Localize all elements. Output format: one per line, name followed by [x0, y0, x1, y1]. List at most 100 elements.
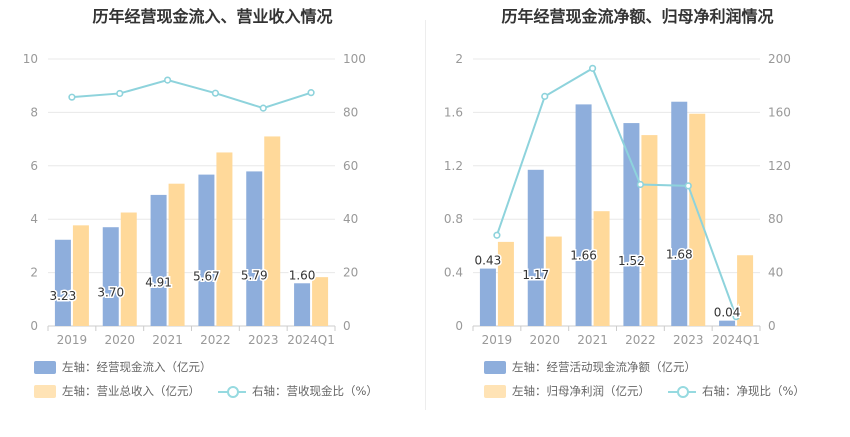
left-axis-tick-label: 2 — [30, 266, 38, 280]
right-axis-tick-label: 80 — [343, 105, 358, 119]
legend-swatch-orange — [34, 384, 56, 398]
right-axis-tick-label: 40 — [768, 266, 783, 280]
bar-secondary — [689, 113, 706, 326]
left-axis-tick-label: 0.8 — [444, 212, 463, 226]
bar-secondary — [72, 225, 89, 326]
bar-data-label: 5.79 — [241, 269, 268, 283]
x-axis-tick-label: 2019 — [57, 333, 88, 347]
x-axis-tick-label: 2020 — [104, 333, 135, 347]
left-axis-tick-label: 2 — [455, 52, 463, 66]
bar-data-label: 0.43 — [475, 254, 502, 268]
bar-data-label: 1.66 — [570, 249, 597, 263]
right-axis-tick-label: 0 — [768, 319, 776, 333]
legend-swatch-line — [218, 385, 246, 398]
x-axis-tick-label: 2024Q1 — [287, 333, 335, 347]
legend-item-line-left[interactable]: 右轴：营收现金比（%） — [218, 383, 378, 399]
legend-item-bar2-right[interactable]: 左轴：归母净利润（亿元） — [484, 383, 650, 399]
bar-secondary — [737, 255, 754, 326]
legend-item-line-right[interactable]: 右轴：净现比（%） — [668, 383, 805, 399]
line-point — [541, 92, 549, 100]
right-axis-tick-label: 40 — [343, 212, 358, 226]
legend-swatch-orange — [484, 384, 506, 398]
line-series — [71, 79, 312, 110]
right-axis-tick-label: 60 — [343, 159, 358, 173]
left-axis-tick-label: 0.4 — [444, 266, 463, 280]
chart-svg-left: 0 0 2 20 4 40 6 60 8 80 10 100 2019 2020 2021 2022 2023 2… — [23, 52, 366, 347]
bar-primary — [102, 227, 119, 326]
bar-secondary — [120, 212, 137, 326]
chart-svg-right: 0 0 0.4 40 0.8 80 1.2 120 1.6 160 2 200 2019 2020 2021… — [444, 52, 791, 347]
bar-data-label: 0.04 — [714, 306, 741, 320]
left-axis-tick-label: 6 — [30, 159, 38, 173]
right-axis-tick-label: 120 — [768, 159, 791, 173]
line-point — [636, 180, 645, 189]
bar-primary — [527, 169, 544, 326]
legend-swatch-blue — [484, 360, 506, 374]
bar-secondary — [312, 277, 329, 326]
left-axis-tick-label: 0 — [30, 319, 38, 333]
legend-label: 左轴：营业总收入（亿元） — [62, 384, 200, 398]
bar-data-label: 1.60 — [289, 268, 316, 282]
left-axis-tick-label: 1.6 — [444, 105, 463, 119]
bar-secondary — [641, 135, 658, 326]
line-point — [588, 64, 597, 72]
panel-divider — [425, 20, 426, 410]
legend-label: 左轴：经营现金流入（亿元） — [62, 360, 212, 374]
right-axis-tick-label: 160 — [768, 105, 791, 119]
bar-secondary — [545, 236, 562, 326]
legend-item-bar1-left[interactable]: 左轴：经营现金流入（亿元） — [34, 359, 212, 375]
x-axis-tick-label: 2022 — [625, 333, 656, 347]
x-axis-tick-label: 2023 — [248, 333, 279, 347]
right-axis-tick-label: 100 — [343, 52, 366, 66]
legend-swatch-blue — [34, 360, 56, 374]
legend-swatch-line — [668, 385, 696, 398]
bar-primary — [671, 101, 688, 326]
bar-primary — [54, 239, 71, 326]
x-axis-tick-label: 2021 — [152, 333, 183, 347]
x-axis-tick-label: 2023 — [673, 333, 704, 347]
left-axis-tick-label: 0 — [455, 319, 463, 333]
bar-data-label: 1.17 — [522, 268, 549, 282]
x-axis-tick-label: 2022 — [200, 333, 231, 347]
bar-data-label: 5.67 — [193, 270, 220, 284]
legend-label: 左轴：归母净利润（亿元） — [512, 384, 650, 398]
bar-data-label: 3.23 — [50, 289, 77, 303]
right-axis-tick-label: 80 — [768, 212, 783, 226]
line-series — [495, 66, 738, 317]
bar-secondary — [216, 152, 233, 326]
line-point — [163, 76, 172, 84]
bar-primary — [719, 320, 736, 326]
line-point — [116, 89, 124, 98]
legend-item-bar1-right[interactable]: 左轴：经营活动现金流净额（亿元） — [484, 359, 696, 375]
bar-primary — [479, 268, 496, 326]
line-point — [684, 182, 692, 190]
chart-title-right: 历年经营现金流净额、归母净利润情况 — [501, 7, 774, 26]
legend-label: 右轴：营收现金比（%） — [252, 384, 378, 398]
bar-data-label: 4.91 — [145, 276, 172, 290]
right-axis-tick-label: 200 — [768, 52, 791, 66]
x-axis-tick-label: 2020 — [529, 333, 560, 347]
x-axis-tick-label: 2019 — [482, 333, 513, 347]
bar-primary — [623, 123, 640, 326]
legend-label: 右轴：净现比（%） — [702, 384, 805, 398]
left-axis-tick-label: 10 — [23, 52, 38, 66]
line-point — [259, 104, 267, 112]
bar-secondary — [264, 136, 281, 326]
bar-primary — [246, 171, 263, 326]
chart-title-left: 历年经营现金流入、营业收入情况 — [92, 7, 333, 26]
bar-secondary — [593, 211, 610, 326]
line-point — [307, 89, 315, 97]
legend-label: 左轴：经营活动现金流净额（亿元） — [512, 360, 696, 374]
right-axis-tick-label: 20 — [343, 266, 358, 280]
bar-data-label: 3.70 — [97, 285, 124, 299]
x-axis-tick-label: 2024Q1 — [712, 333, 760, 347]
bar-primary — [294, 283, 311, 326]
x-axis-tick-label: 2021 — [577, 333, 608, 347]
legend-item-bar2-left[interactable]: 左轴：营业总收入（亿元） — [34, 383, 200, 399]
line-point — [732, 313, 740, 321]
left-axis-tick-label: 8 — [30, 105, 38, 119]
chart-panel-left: 历年经营现金流入、营业收入情况 0 0 2 20 4 40 6 60 8 80 10 100 2019 2… — [23, 7, 378, 399]
bar-data-label: 1.68 — [666, 248, 693, 262]
left-axis-tick-label: 4 — [30, 212, 38, 226]
bar-primary — [575, 104, 592, 326]
